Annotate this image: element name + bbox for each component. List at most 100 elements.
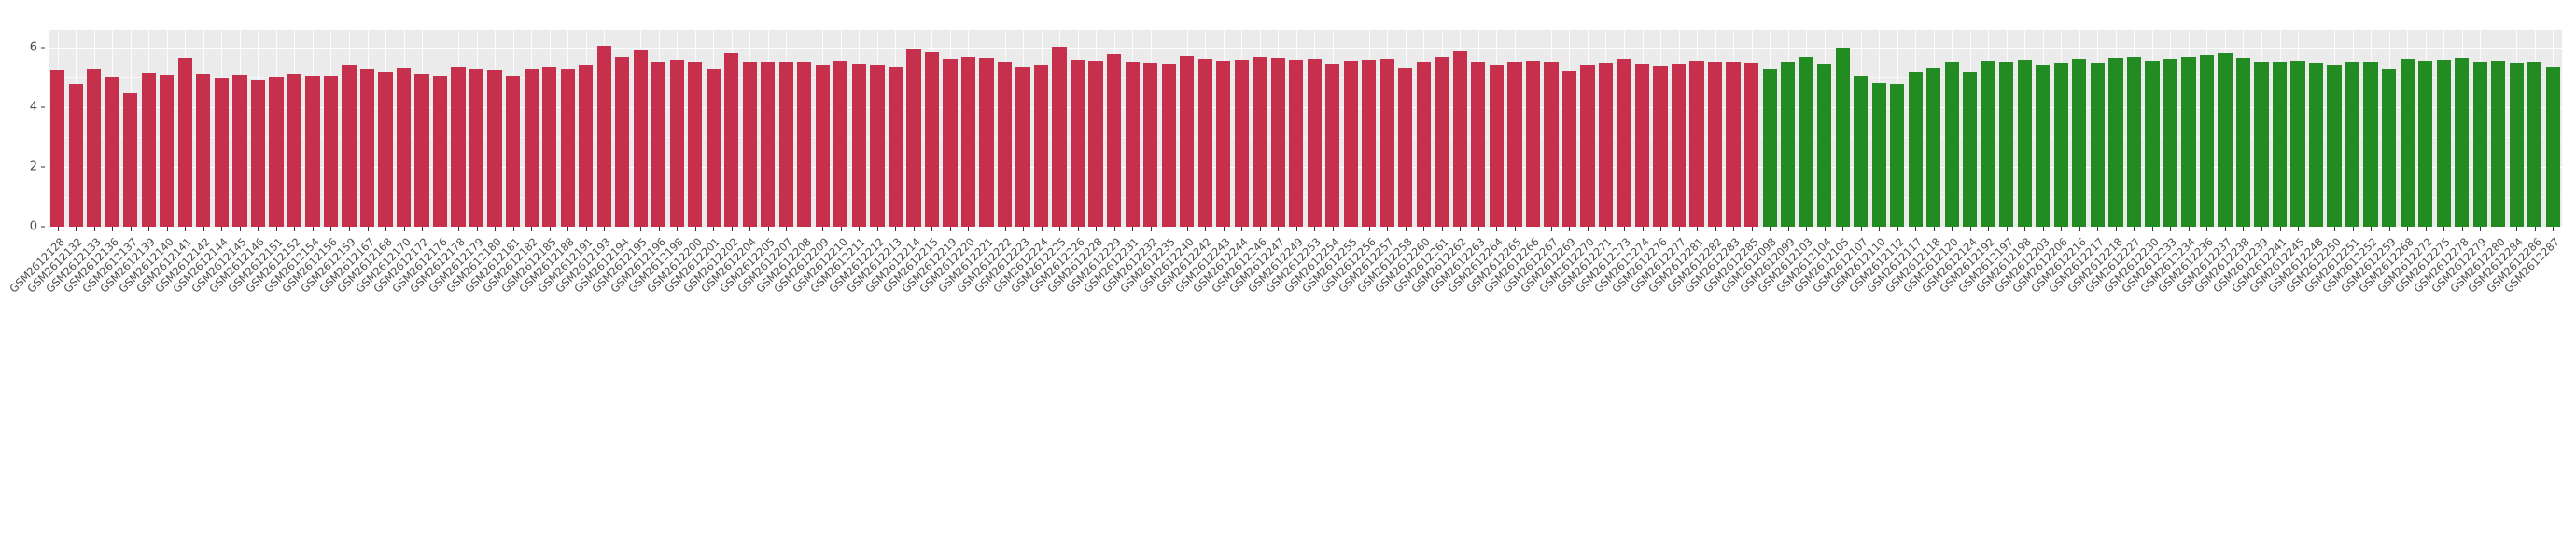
bar[interactable] [177,58,192,227]
bar[interactable] [924,51,940,227]
bar[interactable] [943,59,958,227]
bar[interactable] [1817,63,1832,227]
bar[interactable] [560,68,575,227]
bar[interactable] [414,74,429,227]
bar[interactable] [1671,63,1687,227]
bar[interactable] [305,76,320,227]
bar[interactable] [542,66,557,227]
bar[interactable] [724,52,739,227]
bar[interactable] [1525,60,1541,227]
bar[interactable] [1197,59,1212,227]
bar[interactable] [2218,52,2233,227]
bar[interactable] [1234,59,1249,227]
bar[interactable] [232,74,247,227]
bar[interactable] [906,49,921,227]
bar[interactable] [1398,67,1413,227]
bar[interactable] [1435,56,1449,227]
bar[interactable] [469,69,484,227]
bar[interactable] [487,70,502,227]
bar[interactable] [1362,59,1377,227]
bar[interactable] [1999,61,2014,227]
bar[interactable] [596,45,611,227]
bar[interactable] [669,59,684,227]
bar[interactable] [1598,62,1614,227]
bar[interactable] [1015,66,1030,227]
bar[interactable] [1452,51,1467,227]
bar[interactable] [524,68,539,227]
bar[interactable] [815,65,830,227]
bar[interactable] [2036,64,2051,227]
bar[interactable] [2527,62,2542,227]
bar[interactable] [1416,62,1431,227]
bar[interactable] [2145,60,2160,227]
bar[interactable] [851,63,866,227]
bar[interactable] [2472,61,2487,227]
bar[interactable] [1707,61,1723,227]
bar[interactable] [250,80,266,227]
bar[interactable] [742,61,757,227]
bar[interactable] [1033,64,1049,227]
bar[interactable] [2290,60,2305,227]
bar[interactable] [2090,62,2105,227]
bar[interactable] [1854,75,1869,227]
bar[interactable] [2418,60,2433,227]
bar[interactable] [2327,65,2342,227]
bar[interactable] [1253,56,1267,227]
bar[interactable] [1106,53,1122,227]
bar[interactable] [1944,62,1959,227]
bar[interactable] [378,71,393,227]
bar[interactable] [87,68,102,227]
bar[interactable] [1143,62,1158,227]
bar[interactable] [997,61,1013,227]
bar[interactable] [432,76,448,227]
bar[interactable] [1799,56,1813,227]
bar[interactable] [1653,66,1668,227]
bar[interactable] [2235,58,2251,227]
bar[interactable] [359,69,375,227]
bar[interactable] [615,56,630,227]
bar[interactable] [2163,59,2178,227]
bar[interactable] [1125,62,1140,227]
bar[interactable] [688,61,703,227]
bar[interactable] [1835,48,1850,227]
bar[interactable] [1343,60,1358,227]
bar[interactable] [2436,59,2451,227]
bar[interactable] [1507,62,1522,227]
bar[interactable] [833,60,848,227]
bar[interactable] [651,61,666,227]
bar[interactable] [1180,56,1195,227]
bar[interactable] [2108,58,2123,227]
bar[interactable] [2382,68,2397,227]
bar[interactable] [1216,60,1231,227]
bar[interactable] [323,76,339,227]
bar[interactable] [105,77,119,227]
bar[interactable] [2126,57,2142,227]
bar[interactable] [1908,71,1923,227]
bar[interactable] [888,66,903,227]
bar[interactable] [1689,60,1704,227]
bar[interactable] [1489,64,1504,227]
bar[interactable] [1070,59,1085,227]
bar[interactable] [1634,63,1650,227]
bar[interactable] [1743,62,1759,227]
bar[interactable] [2509,62,2524,227]
bar[interactable] [2491,60,2506,227]
bar[interactable] [1161,63,1176,227]
bar[interactable] [2308,62,2324,227]
bar[interactable] [506,75,521,227]
bar[interactable] [1963,72,1978,227]
bar[interactable] [1088,60,1103,227]
bar[interactable] [1981,60,1995,227]
bar[interactable] [269,77,284,227]
bar[interactable] [396,67,412,227]
bar[interactable] [1544,61,1559,227]
bar[interactable] [1890,84,1905,227]
bar[interactable] [1307,59,1322,227]
bar[interactable] [141,73,156,227]
bar[interactable] [2181,56,2196,227]
bar[interactable] [2072,59,2087,227]
bar[interactable] [2053,62,2068,227]
bar[interactable] [1052,46,1067,227]
bar[interactable] [196,74,211,227]
bar[interactable] [706,68,721,227]
